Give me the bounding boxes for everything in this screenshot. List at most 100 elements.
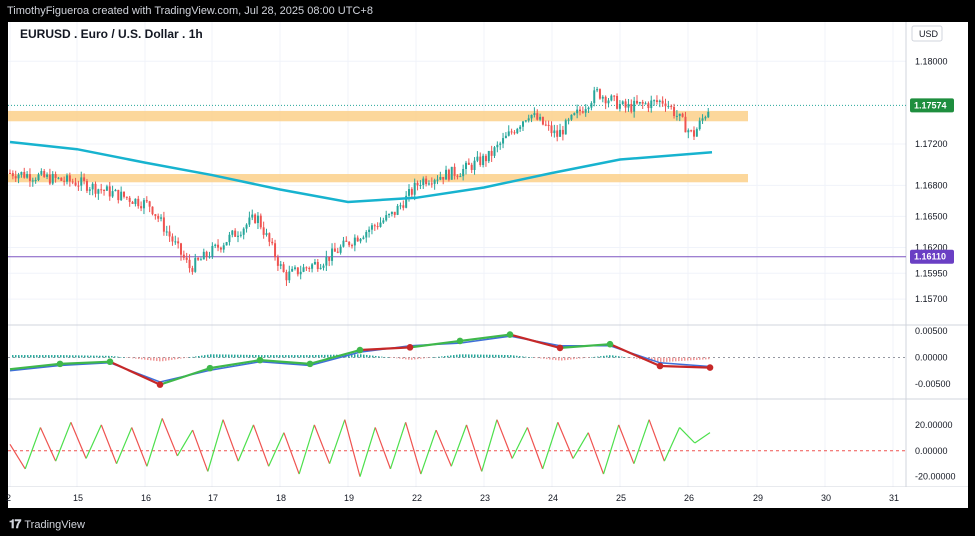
- candle-body: [57, 177, 60, 179]
- macd-cross-dot: [106, 358, 114, 366]
- macd-histogram-bar: [528, 357, 530, 358]
- candle-body: [251, 214, 254, 218]
- oscillator-line-segment: [694, 432, 711, 444]
- oscillator-line-segment: [572, 432, 589, 459]
- last-price-badge: [910, 98, 954, 113]
- chart-canvas[interactable]: 1.18000 1.17200 1.16800 1.16500 1.16200 1.159…: [0, 22, 975, 513]
- candle-body: [476, 156, 479, 161]
- candle-body: [80, 177, 83, 186]
- candle-body: [60, 177, 63, 181]
- macd-histogram-bar: [216, 354, 218, 358]
- candle-body: [276, 257, 279, 266]
- macd-histogram-bar: [504, 354, 506, 358]
- macd-histogram-bar: [486, 354, 488, 358]
- macd-histogram-bar: [675, 357, 677, 362]
- macd-histogram-bar: [144, 357, 146, 360]
- oscillator-line-segment: [252, 424, 270, 467]
- macd-histogram-bar: [207, 354, 209, 358]
- candle-body: [567, 119, 570, 121]
- macd-histogram-bar: [231, 354, 233, 358]
- candle-body: [701, 118, 704, 121]
- macd-histogram-bar: [390, 357, 392, 358]
- macd-histogram-bar: [360, 354, 362, 358]
- candle-body: [288, 271, 291, 281]
- chart-background: [8, 22, 968, 508]
- macd-histogram-bar: [381, 356, 383, 358]
- candle-body: [285, 272, 288, 281]
- macd-histogram-bar: [36, 355, 38, 358]
- candle-body: [533, 113, 536, 115]
- macd-histogram-bar: [636, 357, 638, 359]
- candle-body: [553, 130, 556, 134]
- macd-histogram-bar: [291, 355, 293, 358]
- macd-cross-dot: [256, 356, 264, 364]
- oscillator-line-segment: [618, 424, 635, 464]
- macd-histogram-bar: [321, 354, 323, 358]
- candle-body: [627, 103, 630, 108]
- macd-histogram-bar: [153, 357, 155, 361]
- candle-body: [459, 176, 462, 178]
- time-axis-tick-label: 22: [412, 493, 422, 503]
- candle-body: [684, 116, 687, 133]
- candle-body: [131, 201, 134, 204]
- candle-body: [71, 181, 74, 183]
- macd-histogram-bar: [24, 355, 26, 358]
- macd-histogram-bar: [372, 355, 374, 358]
- candle-body: [180, 243, 182, 255]
- oscillator-line-segment: [298, 424, 315, 475]
- candle-body: [208, 256, 211, 258]
- oscillator-line-segment: [389, 422, 407, 470]
- macd-histogram-bar: [549, 357, 551, 360]
- candle-body: [305, 267, 308, 269]
- macd-histogram-bar: [516, 355, 518, 358]
- candle-body: [590, 103, 593, 108]
- macd-histogram-bar: [351, 354, 353, 358]
- macd-histogram-bar: [306, 355, 308, 358]
- macd-histogram-bar: [483, 354, 485, 358]
- macd-histogram-bar: [48, 355, 50, 358]
- candle-body: [604, 96, 607, 104]
- candle-body: [601, 96, 604, 99]
- macd-histogram-bar: [174, 357, 176, 360]
- candle-body: [168, 231, 171, 237]
- candle-body: [336, 251, 339, 253]
- candle-body: [268, 233, 271, 242]
- candle-body: [40, 171, 43, 175]
- macd-histogram-bar: [327, 354, 329, 358]
- macd-histogram-bar: [21, 355, 23, 358]
- macd-histogram-bar: [585, 357, 587, 358]
- macd-histogram-bar: [534, 357, 536, 358]
- macd-histogram-bar: [102, 355, 104, 358]
- candle-body: [123, 191, 125, 197]
- time-axis-tick-label: 26: [684, 493, 694, 503]
- oscillator-line-segment: [9, 443, 26, 470]
- macd-histogram-bar: [444, 356, 446, 358]
- macd-histogram-bar: [315, 354, 317, 358]
- candle-body: [151, 206, 154, 215]
- macd-histogram-bar: [498, 354, 500, 358]
- candle-body: [405, 195, 408, 208]
- candle-body: [114, 189, 117, 192]
- oscillator-line-segment: [39, 427, 57, 462]
- candle-body: [205, 251, 208, 257]
- candle-body: [134, 198, 137, 204]
- candle-body: [182, 254, 185, 258]
- macd-histogram-bar: [93, 355, 95, 358]
- macd-histogram-bar: [363, 354, 365, 358]
- macd-line-segment: [9, 362, 61, 371]
- macd-histogram-bar: [255, 354, 257, 358]
- candle-body: [630, 103, 633, 112]
- candle-body: [51, 174, 54, 184]
- candle-body: [695, 129, 698, 137]
- tradingview-brand[interactable]: 𝟏𝟕 TradingView: [9, 517, 85, 532]
- candle-body: [661, 100, 664, 104]
- candle-body: [162, 217, 165, 232]
- macd-line-segment: [409, 339, 461, 349]
- candle-body: [490, 150, 493, 156]
- candle-body: [641, 101, 644, 104]
- macd-line-segment: [59, 360, 111, 365]
- candle-body: [527, 118, 530, 121]
- oscillator-line-segment: [237, 424, 255, 462]
- candle-body: [516, 128, 519, 134]
- candle-body: [499, 143, 502, 145]
